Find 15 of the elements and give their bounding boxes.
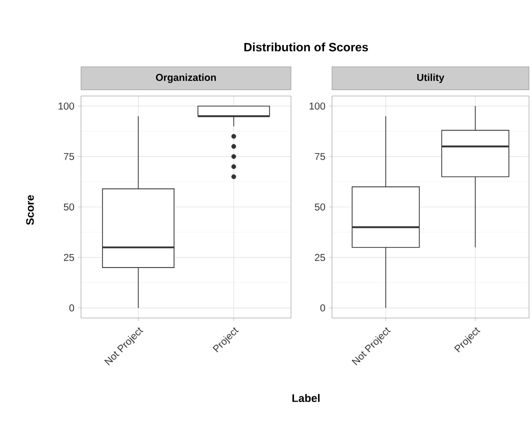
chart-subtitle: Utility <box>417 74 444 83</box>
y-tick-label: 50 <box>64 203 74 211</box>
y-tick-label: 75 <box>64 153 74 160</box>
y-tick-label: 75 <box>314 153 326 160</box>
y-tick-label: 0 <box>69 304 74 312</box>
x-axis-title: Label <box>292 394 320 402</box>
chart-title: Distribution of Scores <box>244 42 368 52</box>
y-tick-label: 100 <box>58 102 74 110</box>
y-tick-label: 100 <box>310 102 326 110</box>
chart-subtitle: Organization <box>156 74 216 83</box>
y-tick-label: 0 <box>320 304 326 312</box>
y-tick-label: 50 <box>314 203 326 211</box>
y-tick-label: 25 <box>64 254 74 261</box>
y-axis-title: Score <box>26 195 34 225</box>
y-tick-label: 25 <box>314 254 326 261</box>
